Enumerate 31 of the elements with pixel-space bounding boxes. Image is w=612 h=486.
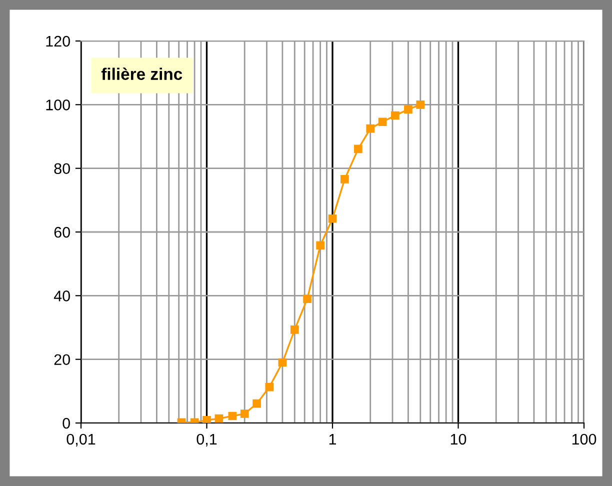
annotation: filière zinc [101, 68, 182, 80]
y-tick-label: 80 [54, 163, 70, 174]
point [354, 144, 362, 154]
y-tick-label: 0 [62, 418, 70, 429]
point [290, 326, 299, 334]
x-tick-label: 0,1 [196, 434, 217, 446]
point [214, 414, 224, 423]
point [328, 214, 337, 223]
y-tick-label: 40 [54, 290, 70, 302]
point [378, 118, 387, 126]
point [278, 358, 287, 367]
point [340, 174, 349, 184]
point [366, 124, 375, 133]
y-tick-label: 20 [54, 354, 70, 366]
x-tick-label: 0,01 [66, 434, 96, 446]
point [202, 416, 211, 423]
point [316, 241, 324, 250]
x-tick-label: 10 [450, 434, 466, 445]
point [416, 100, 425, 109]
point [303, 294, 312, 304]
x-tick-label: 100 [572, 434, 596, 445]
point [240, 410, 249, 418]
y-tick-label: 120 [46, 36, 70, 47]
y-tick-label: 60 [54, 226, 70, 238]
point [404, 105, 412, 114]
point [265, 382, 274, 392]
point [228, 412, 237, 420]
point [390, 111, 400, 120]
x-tick-label: 1 [329, 434, 336, 444]
point [252, 399, 261, 408]
y-tick-label: 100 [46, 100, 70, 110]
